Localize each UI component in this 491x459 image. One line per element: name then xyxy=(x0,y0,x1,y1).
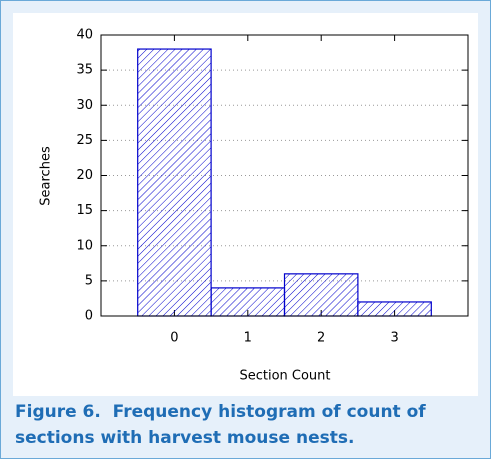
caption: Figure 6. Frequency histogram of count o… xyxy=(15,402,432,448)
bar xyxy=(283,273,359,317)
y-tick-label: 25 xyxy=(76,133,93,148)
bar xyxy=(210,287,286,317)
y-tick-label: 20 xyxy=(76,168,93,183)
plot-border xyxy=(100,34,469,317)
y-tick-label: 5 xyxy=(85,273,93,288)
chart: Searches Section Count 0 5 10 15 20 25 30 35 40 0… xyxy=(13,13,478,396)
y-axis-label: Searches xyxy=(39,146,54,206)
y-tick-label: 15 xyxy=(76,203,93,218)
x-tick-label: 3 xyxy=(390,331,398,346)
x-axis-label: Section Count xyxy=(239,369,330,384)
y-tick-label: 35 xyxy=(76,63,93,78)
y-tick-label: 30 xyxy=(76,98,93,113)
bar xyxy=(137,48,212,317)
x-tick-label: 2 xyxy=(317,331,325,346)
y-tick-label: 10 xyxy=(76,238,93,253)
x-tick-label: 1 xyxy=(244,331,252,346)
bar xyxy=(357,301,432,317)
y-tick-label: 0 xyxy=(85,309,93,324)
y-tick-label: 40 xyxy=(76,28,93,43)
x-tick-label: 0 xyxy=(170,331,178,346)
